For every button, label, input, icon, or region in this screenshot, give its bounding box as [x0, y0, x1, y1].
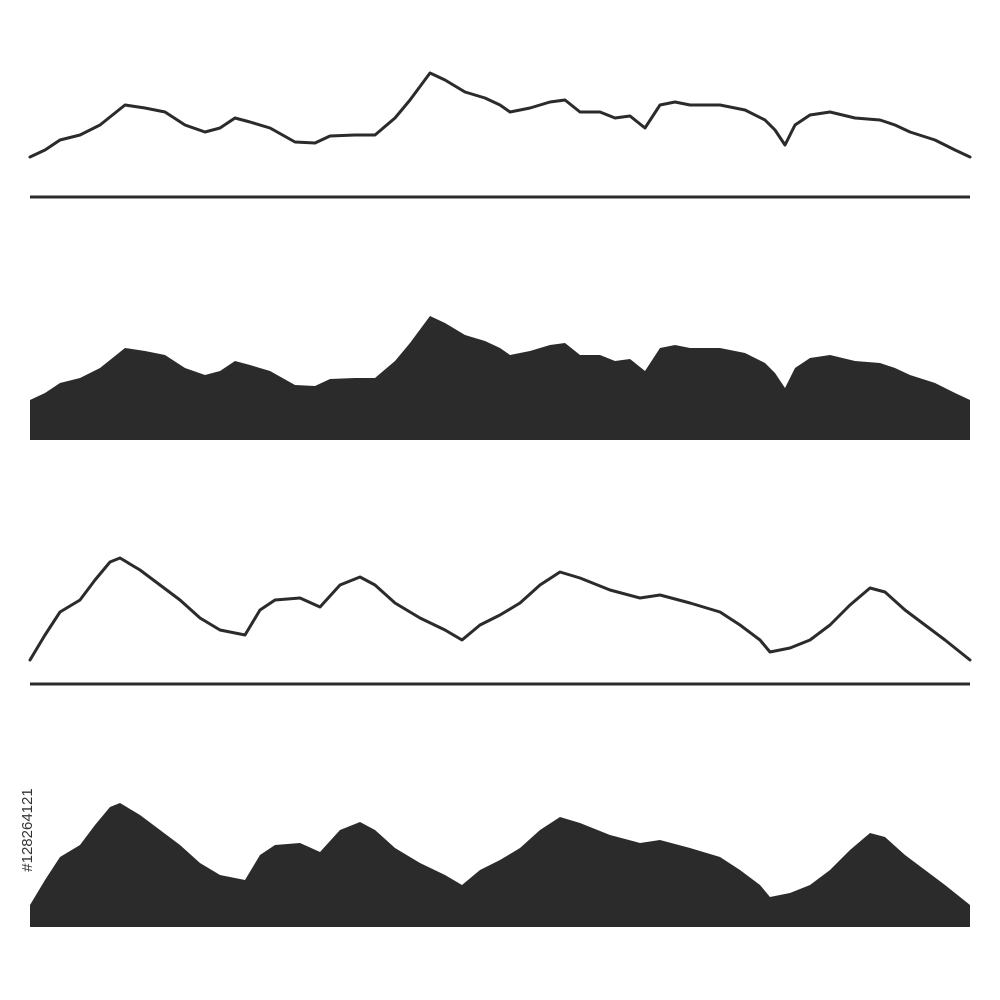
mountain-outline	[28, 71, 972, 159]
mountain-outline	[28, 556, 972, 662]
mountain-silhouette	[30, 803, 970, 927]
stock-id: #128264121	[19, 788, 36, 871]
mountain-silhouette	[30, 316, 970, 440]
